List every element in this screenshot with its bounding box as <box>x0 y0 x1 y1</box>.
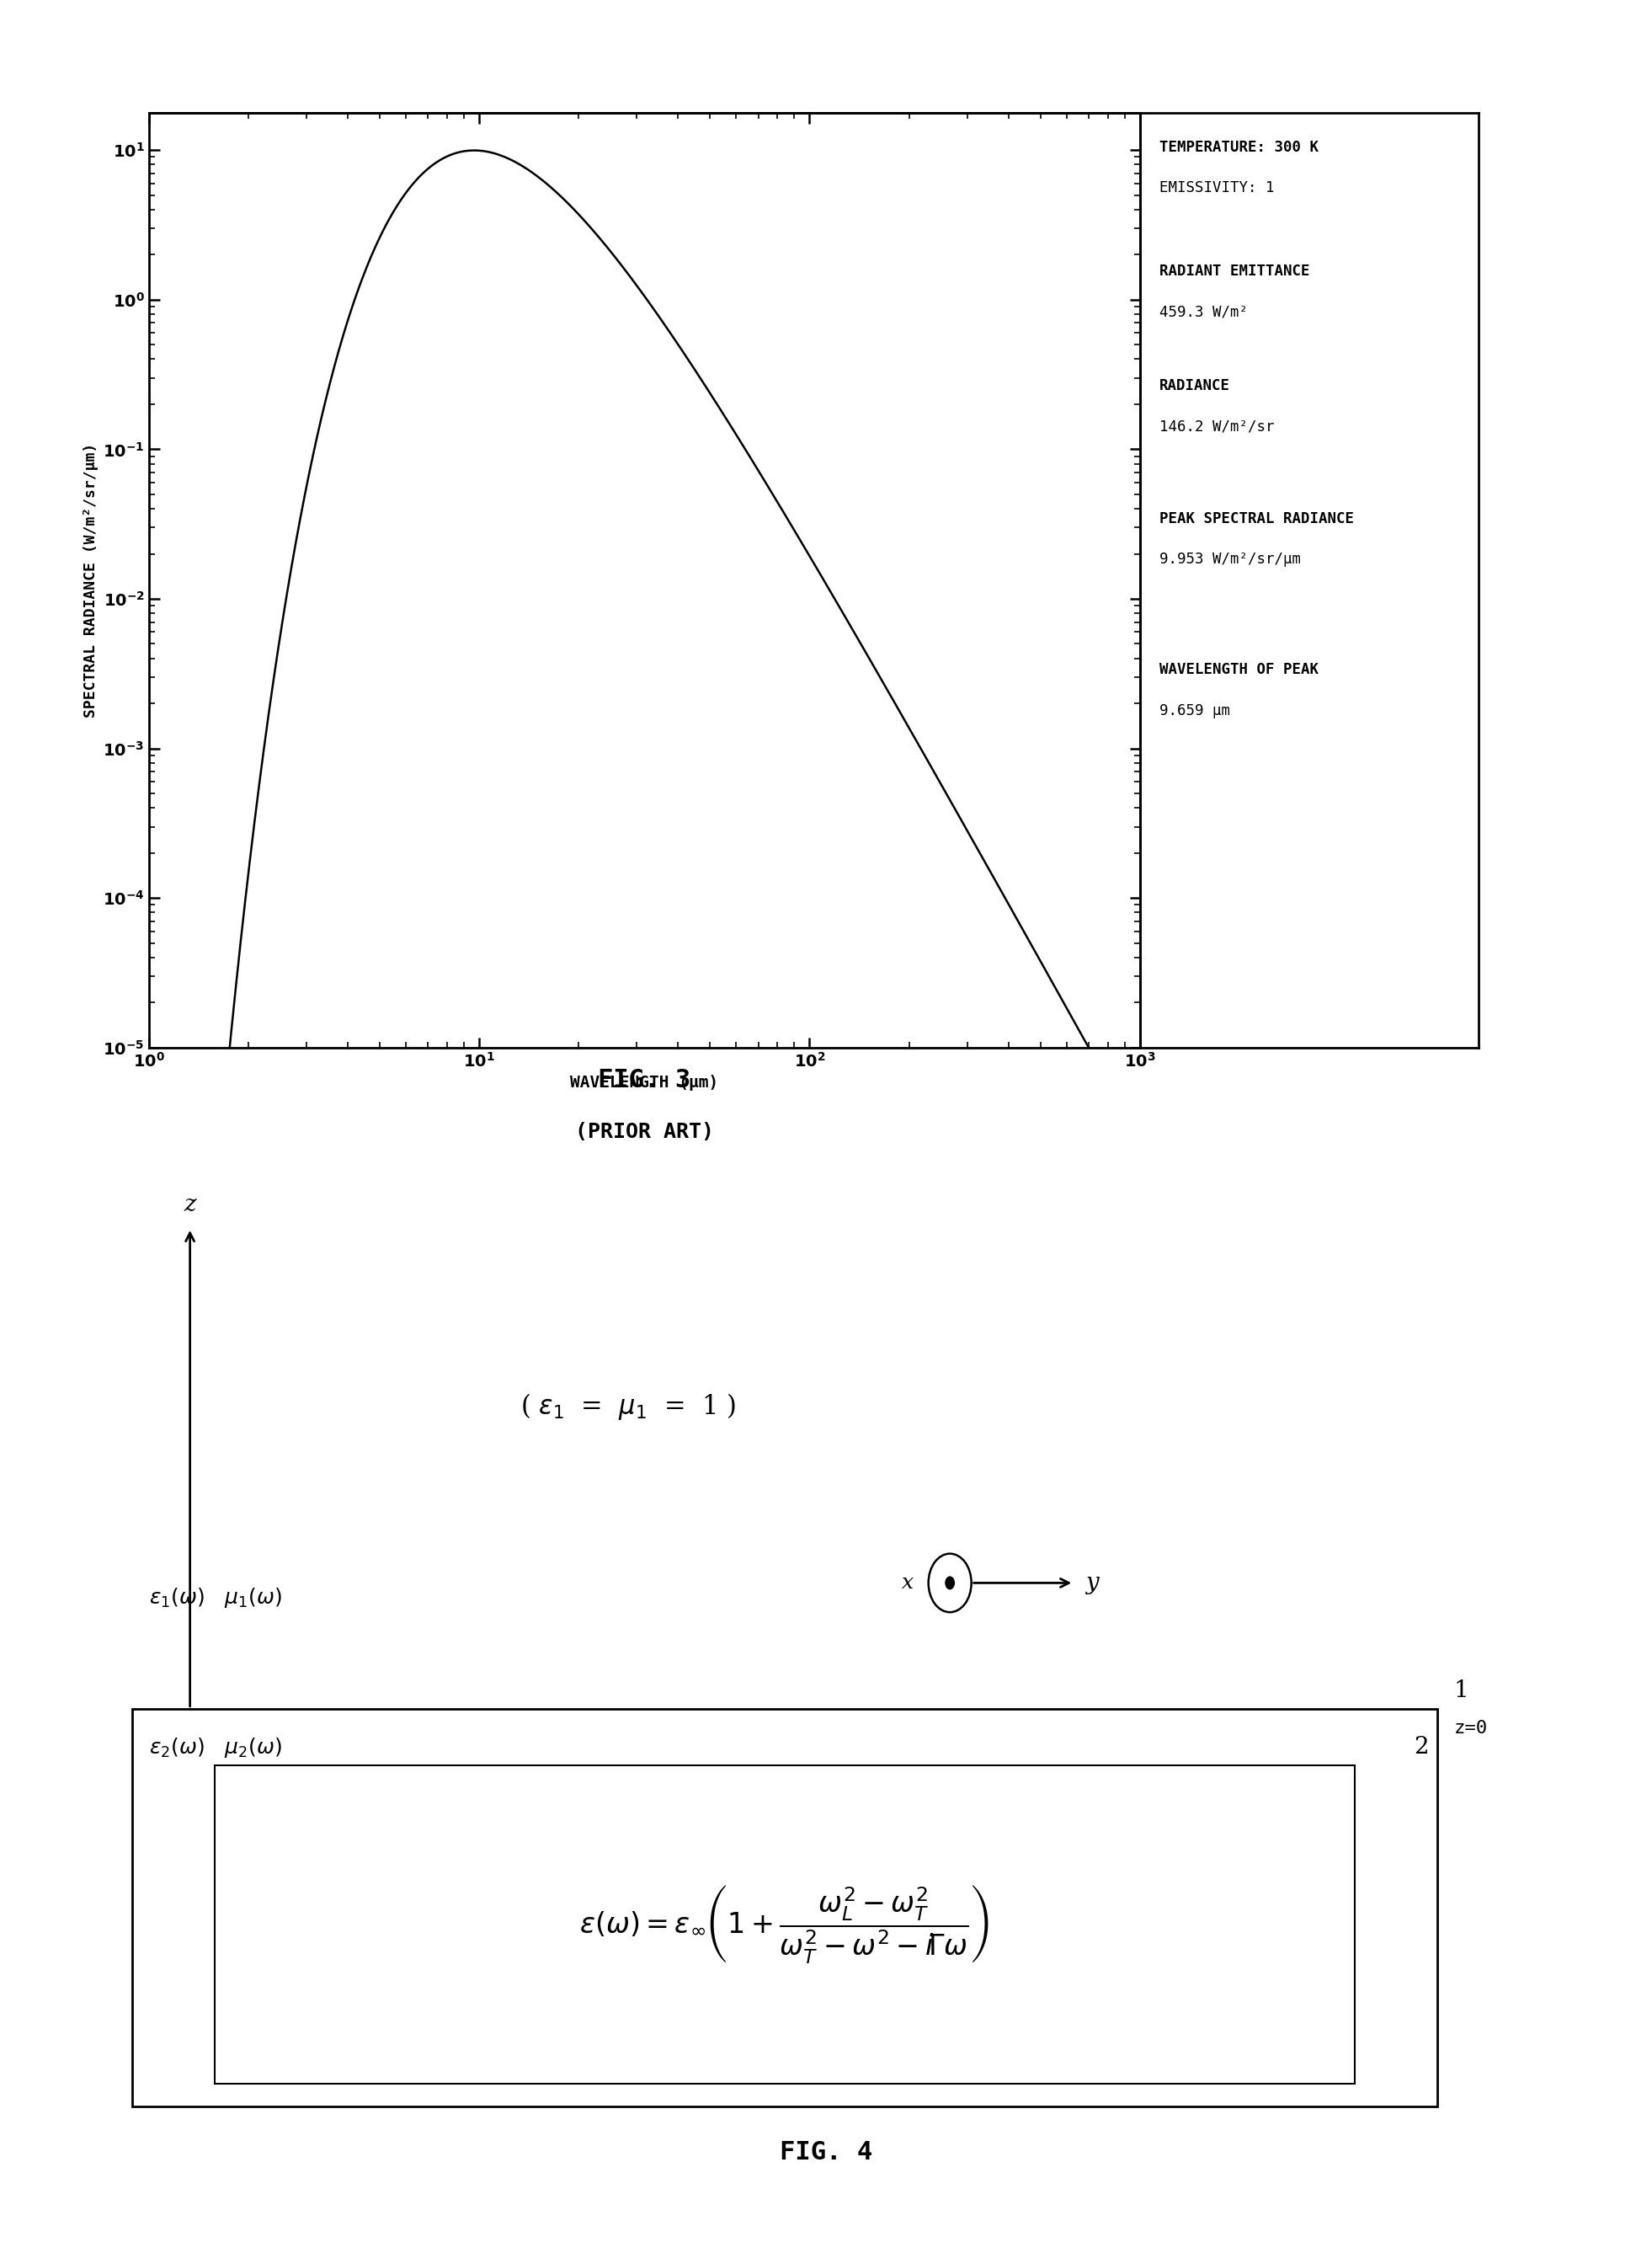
Text: x: x <box>902 1573 914 1593</box>
Text: TEMPERATURE: 300 K: TEMPERATURE: 300 K <box>1160 140 1318 155</box>
Text: PEAK SPECTRAL RADIANCE: PEAK SPECTRAL RADIANCE <box>1160 511 1355 527</box>
Text: 146.2 W/m²/sr: 146.2 W/m²/sr <box>1160 419 1275 435</box>
X-axis label: WAVELENGTH (µm): WAVELENGTH (µm) <box>570 1075 719 1090</box>
Y-axis label: SPECTRAL RADIANCE (W/m²/sr/µm): SPECTRAL RADIANCE (W/m²/sr/µm) <box>83 444 97 716</box>
Text: RADIANCE: RADIANCE <box>1160 379 1231 394</box>
Text: ( $\varepsilon_1$  =  $\mu_1$  =  1 ): ( $\varepsilon_1$ = $\mu_1$ = 1 ) <box>520 1392 735 1422</box>
Text: $\varepsilon_1(\omega)$   $\mu_1(\omega)$: $\varepsilon_1(\omega)$ $\mu_1(\omega)$ <box>149 1586 281 1611</box>
Text: 9.953 W/m²/sr/µm: 9.953 W/m²/sr/µm <box>1160 552 1302 568</box>
Text: 1: 1 <box>1454 1678 1469 1701</box>
Text: EMISSIVITY: 1: EMISSIVITY: 1 <box>1160 180 1275 196</box>
Text: 2: 2 <box>1414 1735 1429 1760</box>
Text: FIG. 3: FIG. 3 <box>598 1068 691 1093</box>
Text: $\varepsilon_2(\omega)$   $\mu_2(\omega)$: $\varepsilon_2(\omega)$ $\mu_2(\omega)$ <box>149 1735 281 1760</box>
Text: 459.3 W/m²: 459.3 W/m² <box>1160 304 1249 320</box>
Text: y: y <box>1085 1573 1099 1595</box>
Text: (PRIOR ART): (PRIOR ART) <box>575 1122 714 1142</box>
Text: 9.659 µm: 9.659 µm <box>1160 703 1231 719</box>
Text: FIG. 4: FIG. 4 <box>780 2140 872 2165</box>
Text: $\varepsilon(\omega) = \varepsilon_\infty \left( 1 + \dfrac{\omega_L^2 - \omega_: $\varepsilon(\omega) = \varepsilon_\inft… <box>580 1884 990 1965</box>
Text: z: z <box>183 1194 197 1217</box>
Text: WAVELENGTH OF PEAK: WAVELENGTH OF PEAK <box>1160 662 1318 678</box>
Text: RADIANT EMITTANCE: RADIANT EMITTANCE <box>1160 264 1310 279</box>
Text: z=0: z=0 <box>1454 1719 1487 1737</box>
